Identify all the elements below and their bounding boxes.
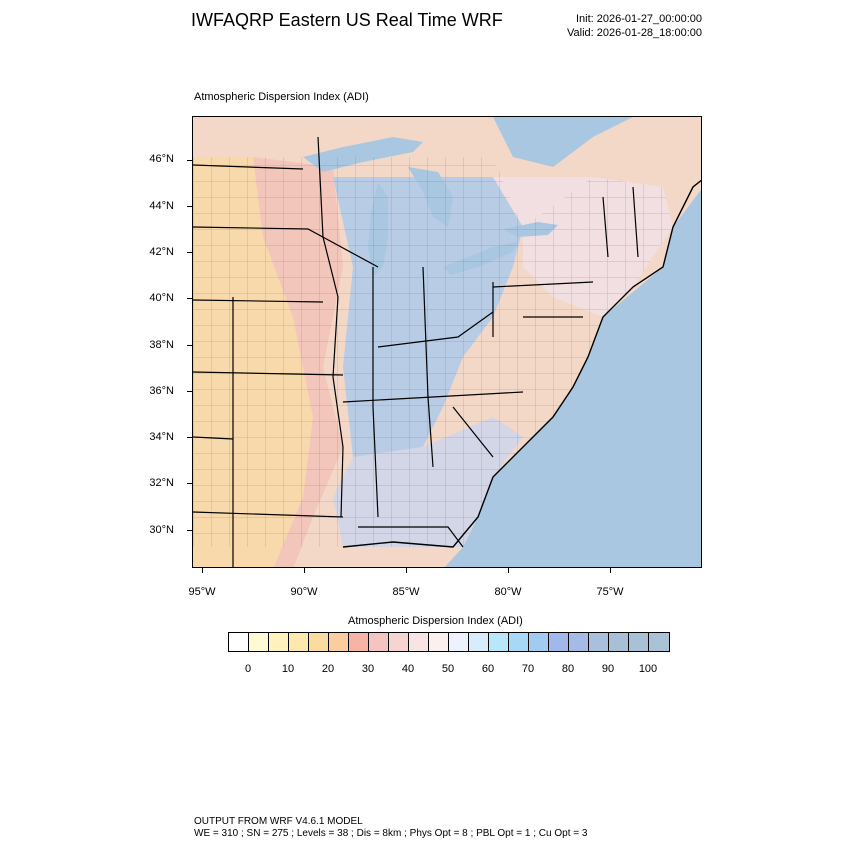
lat-label-32: 32°N: [149, 477, 174, 489]
colorbar-swatch: [469, 633, 489, 651]
colorbar-label: 20: [321, 663, 335, 675]
lat-tick: [187, 391, 192, 392]
colorbar-swatch: [629, 633, 649, 651]
colorbar-swatch: [349, 633, 369, 651]
colorbar-swatch: [389, 633, 409, 651]
lon-tick: [406, 568, 407, 573]
coastline: [342, 179, 701, 548]
lon-label-80: 80°W: [494, 586, 522, 598]
lon-tick: [304, 568, 305, 573]
colorbar-label: 40: [401, 663, 415, 675]
adi-map[interactable]: [193, 117, 702, 568]
lat-tick: [187, 345, 192, 346]
colorbar-swatch: [509, 633, 529, 651]
colorbar-swatch: [449, 633, 469, 651]
colorbar-swatch: [649, 633, 669, 651]
lon-label-85: 85°W: [392, 586, 420, 598]
footer-config: WE = 310 ; SN = 275 ; Levels = 38 ; Dis …: [194, 828, 588, 839]
colorbar-swatch: [309, 633, 329, 651]
lat-tick: [187, 530, 192, 531]
lon-tick: [508, 568, 509, 573]
colorbar-label: 100: [638, 663, 658, 675]
colorbar-label: 30: [361, 663, 375, 675]
lat-label-34: 34°N: [149, 431, 174, 443]
lat-tick: [187, 206, 192, 207]
lat-tick: [187, 437, 192, 438]
colorbar-label: 90: [601, 663, 615, 675]
colorbar-swatch: [609, 633, 629, 651]
lon-label-95: 95°W: [188, 586, 216, 598]
lat-tick: [187, 298, 192, 299]
state-borders: [193, 136, 639, 567]
colorbar-label: 80: [561, 663, 575, 675]
colorbar-label: 70: [521, 663, 535, 675]
lat-label-38: 38°N: [149, 339, 174, 351]
colorbar-swatch: [589, 633, 609, 651]
colorbar-swatch: [229, 633, 249, 651]
lat-label-30: 30°N: [149, 524, 174, 536]
lat-label-44: 44°N: [149, 200, 174, 212]
county-lines: [193, 157, 673, 547]
valid-time: Valid: 2026-01-28_18:00:00: [567, 27, 702, 39]
colorbar-label: 10: [281, 663, 295, 675]
lon-label-75: 75°W: [596, 586, 624, 598]
colorbar-swatch: [329, 633, 349, 651]
page-title: IWFAQRP Eastern US Real Time WRF: [191, 10, 503, 30]
lat-tick: [187, 252, 192, 253]
colorbar-swatch: [249, 633, 269, 651]
colorbar-swatch: [549, 633, 569, 651]
footer-model: OUTPUT FROM WRF V4.6.1 MODEL: [194, 816, 363, 827]
lon-tick: [202, 568, 203, 573]
colorbar-swatch: [369, 633, 389, 651]
colorbar-label: 50: [441, 663, 455, 675]
lat-tick: [187, 160, 192, 161]
colorbar-swatch: [569, 633, 589, 651]
map-label: Atmospheric Dispersion Index (ADI): [194, 91, 369, 103]
init-time: Init: 2026-01-27_00:00:00: [576, 13, 702, 25]
colorbar-label: 0: [244, 663, 252, 675]
colorbar-swatch: [409, 633, 429, 651]
colorbar-swatch: [429, 633, 449, 651]
colorbar-title: Atmospheric Dispersion Index (ADI): [348, 615, 523, 627]
colorbar-swatch: [269, 633, 289, 651]
colorbar-swatch: [489, 633, 509, 651]
map-frame[interactable]: [192, 116, 702, 568]
lat-label-46: 46°N: [149, 153, 174, 165]
lat-tick: [187, 483, 192, 484]
lat-label-42: 42°N: [149, 246, 174, 258]
lon-label-90: 90°W: [290, 586, 318, 598]
lon-tick: [610, 568, 611, 573]
colorbar-label: 60: [481, 663, 495, 675]
lat-label-36: 36°N: [149, 385, 174, 397]
lat-label-40: 40°N: [149, 292, 174, 304]
colorbar: [228, 632, 670, 652]
colorbar-swatch: [289, 633, 309, 651]
colorbar-swatch: [529, 633, 549, 651]
